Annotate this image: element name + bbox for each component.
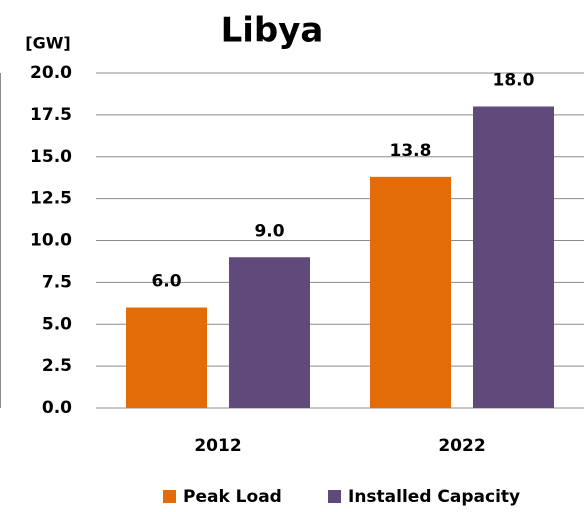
data-label: 6.0 bbox=[151, 272, 181, 292]
data-label: 9.0 bbox=[254, 221, 284, 241]
y-tick-label: 10.0 bbox=[30, 231, 72, 251]
data-label: 18.0 bbox=[493, 71, 535, 91]
legend-label: Installed Capacity bbox=[348, 487, 520, 507]
x-tick-label: 2012 bbox=[194, 436, 241, 456]
legend-swatch bbox=[328, 490, 341, 503]
bar bbox=[229, 257, 310, 408]
y-tick-label: 12.5 bbox=[30, 189, 72, 209]
y-tick-label: 7.5 bbox=[42, 272, 72, 292]
x-tick-label: 2022 bbox=[438, 436, 485, 456]
y-tick-label: 15.0 bbox=[30, 147, 72, 167]
legend-swatch bbox=[163, 490, 176, 503]
legend-label: Peak Load bbox=[183, 487, 282, 507]
bar bbox=[126, 307, 207, 408]
y-tick-label: 2.5 bbox=[42, 356, 72, 376]
bar bbox=[473, 106, 554, 408]
y-tick-label: 0.0 bbox=[42, 398, 72, 418]
y-axis-label: [GW] bbox=[25, 34, 70, 53]
bar bbox=[370, 176, 451, 408]
y-tick-label: 5.0 bbox=[42, 314, 72, 334]
y-tick-label: 17.5 bbox=[30, 105, 72, 125]
data-label: 13.8 bbox=[390, 141, 432, 161]
y-tick-label: 20.0 bbox=[30, 63, 72, 83]
chart-title: Libya bbox=[221, 11, 324, 51]
